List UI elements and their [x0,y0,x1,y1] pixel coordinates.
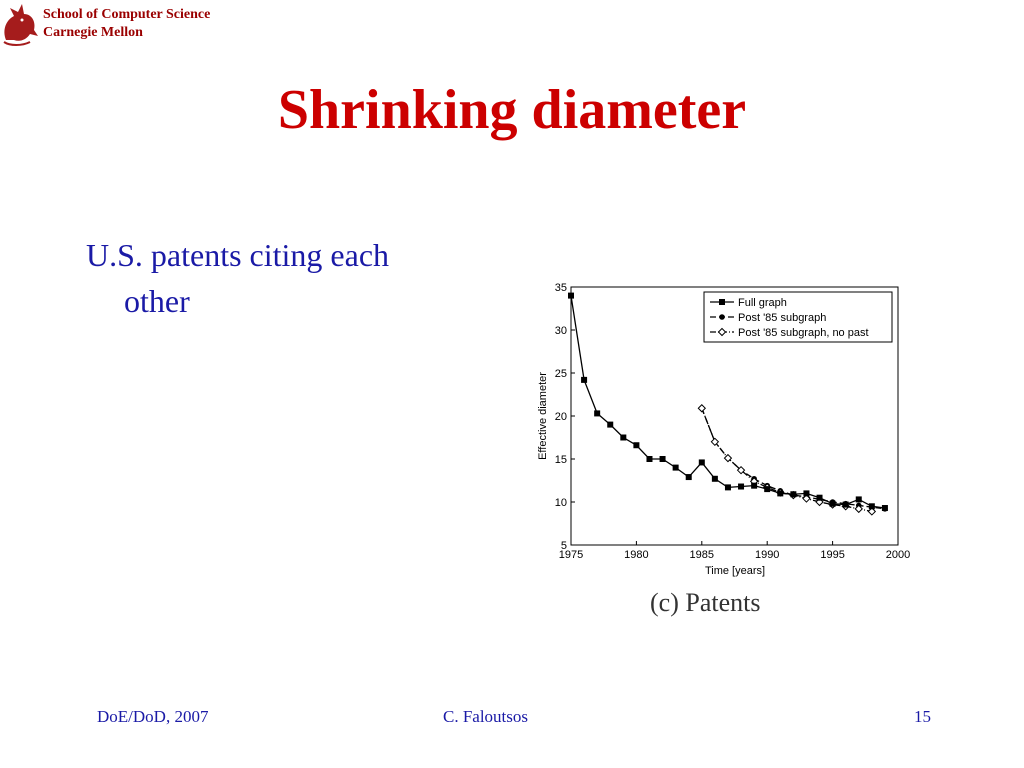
y-tick-label: 30 [555,325,567,337]
data-point [568,292,574,299]
data-point [659,456,666,462]
y-tick-label: 5 [561,540,567,552]
data-point [867,507,877,516]
footer-page-number: 15 [914,707,931,726]
x-tick-label: 1980 [624,549,648,561]
x-tick-label: 1985 [690,549,714,561]
data-point [816,494,823,501]
data-point [751,482,758,489]
data-point [829,500,836,507]
data-point [633,442,640,449]
data-point [854,504,863,514]
org-university: Carnegie Mellon [43,25,143,40]
data-point [710,437,720,447]
y-tick-label: 20 [555,411,567,423]
data-point [764,486,771,493]
carnegie-mellon-griffin-logo [3,4,39,46]
footer-author: C. Faloutsos [443,707,529,726]
legend-marker [719,299,725,305]
y-tick-label: 15 [555,454,567,466]
data-point [738,483,745,490]
data-point [790,491,797,498]
diameter-chart: 1975 1980 1985 1990 1995 2000 5 10 15 20 25 30 35 Ef… [537,282,910,577]
legend-label: Full graph [738,297,787,309]
series-line [701,408,886,510]
data-point [842,501,849,508]
x-tick-label: 1990 [755,549,779,561]
bullet-line2: other [124,283,190,319]
data-point [724,484,731,491]
legend-box [703,291,893,343]
series-2 [697,404,877,516]
bullet-line1: U.S. patents citing each [86,237,390,273]
data-point [697,404,707,413]
legend: Full graph Post '85 subgraph Post '85 subg… [703,291,893,343]
org-school: School of Computer Science [43,7,211,22]
y-tick-label: 35 [555,282,567,294]
series-0 [568,292,888,512]
legend-label: Post '85 subgraph [738,312,826,324]
data-point [594,410,601,417]
data-point [736,465,746,475]
x-axis-label: Time [years] [705,565,765,577]
footer-event: DoE/DoD, 2007 [97,707,209,726]
data-point [581,376,588,383]
data-point [868,503,875,510]
x-tick-label: 1995 [820,549,844,561]
slide-title: Shrinking diameter [277,79,747,141]
figure-caption: (c) Patents [650,588,761,617]
data-point [620,434,627,441]
x-tick-label: 2000 [886,549,910,561]
data-point [803,490,810,497]
y-axis-label: Effective diameter [537,372,549,460]
data-point [777,490,784,497]
y-tick-label: 25 [555,368,567,380]
data-point [646,456,653,462]
bullet-text: U.S. patents citing each other [86,232,486,324]
data-point [685,474,692,481]
data-point [723,453,733,463]
data-point [607,421,614,428]
data-point [881,505,888,512]
org-name: School of Computer Science Carnegie Mell… [43,6,210,42]
legend-label: Post '85 subgraph, no past [738,327,869,339]
data-point [698,459,705,466]
legend-marker [719,314,725,320]
data-point [672,464,679,471]
x-tick-label: 1975 [559,549,583,561]
data-point [855,496,862,503]
legend-marker [717,327,727,337]
y-tick-label: 10 [555,497,567,509]
data-point [711,475,718,482]
data-point [802,494,811,503]
